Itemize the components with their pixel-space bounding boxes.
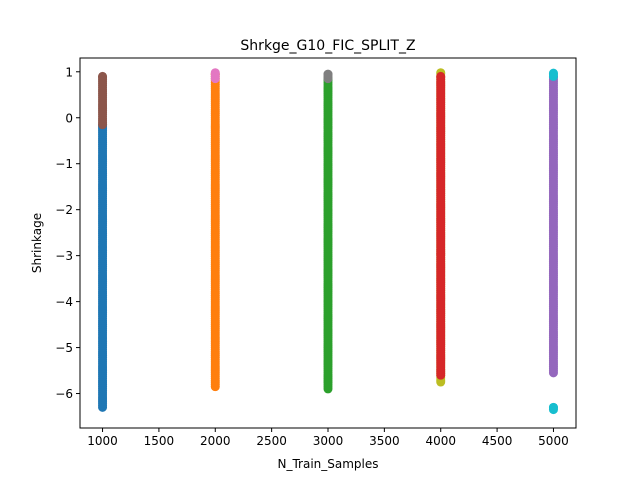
plot-area [98,68,558,415]
x-tick-label: 1500 [144,434,175,448]
y-tick-label: 0 [65,111,73,125]
x-tick-label: 1000 [87,434,118,448]
chart-title: Shrkge_G10_FIC_SPLIT_Z [240,38,415,54]
y-tick-label: −1 [55,157,73,171]
scatter-point [436,71,446,81]
y-tick-label: −2 [55,203,73,217]
x-tick-label: 2000 [200,434,231,448]
y-tick-label: −5 [55,341,73,355]
scatter-point [323,69,333,79]
scatter-series [98,71,108,130]
scatter-point [98,71,108,81]
scatter-point [548,68,558,78]
x-tick-label: 5000 [538,434,569,448]
x-tick-label: 3500 [369,434,400,448]
x-axis-label: N_Train_Samples [277,457,378,471]
y-tick-label: −3 [55,249,73,263]
y-tick-label: −4 [55,295,73,309]
y-tick-label: 1 [65,65,73,79]
scatter-series [548,68,558,81]
x-tick-label: 2500 [256,434,287,448]
x-tick-label: 3000 [313,434,344,448]
scatter-series [323,74,333,394]
x-tick-label: 4500 [482,434,513,448]
x-tick-label: 4000 [425,434,456,448]
y-axis: 1 0 −1 −2 −3 −4 −5 −6 [55,65,80,401]
scatter-series [98,120,108,412]
y-axis-label: Shrinkage [30,213,44,273]
y-tick-label: −6 [55,387,73,401]
x-axis: 1000 1500 2000 2500 3000 3500 4000 4500 5000 [87,428,569,448]
scatter-series [323,69,333,84]
scatter-series [548,71,558,378]
scatter-point [548,402,558,412]
scatter-series [210,69,220,392]
scatter-series [548,402,558,415]
scatter-series [210,68,220,84]
scatter-point [210,68,220,78]
scatter-series [436,71,446,380]
